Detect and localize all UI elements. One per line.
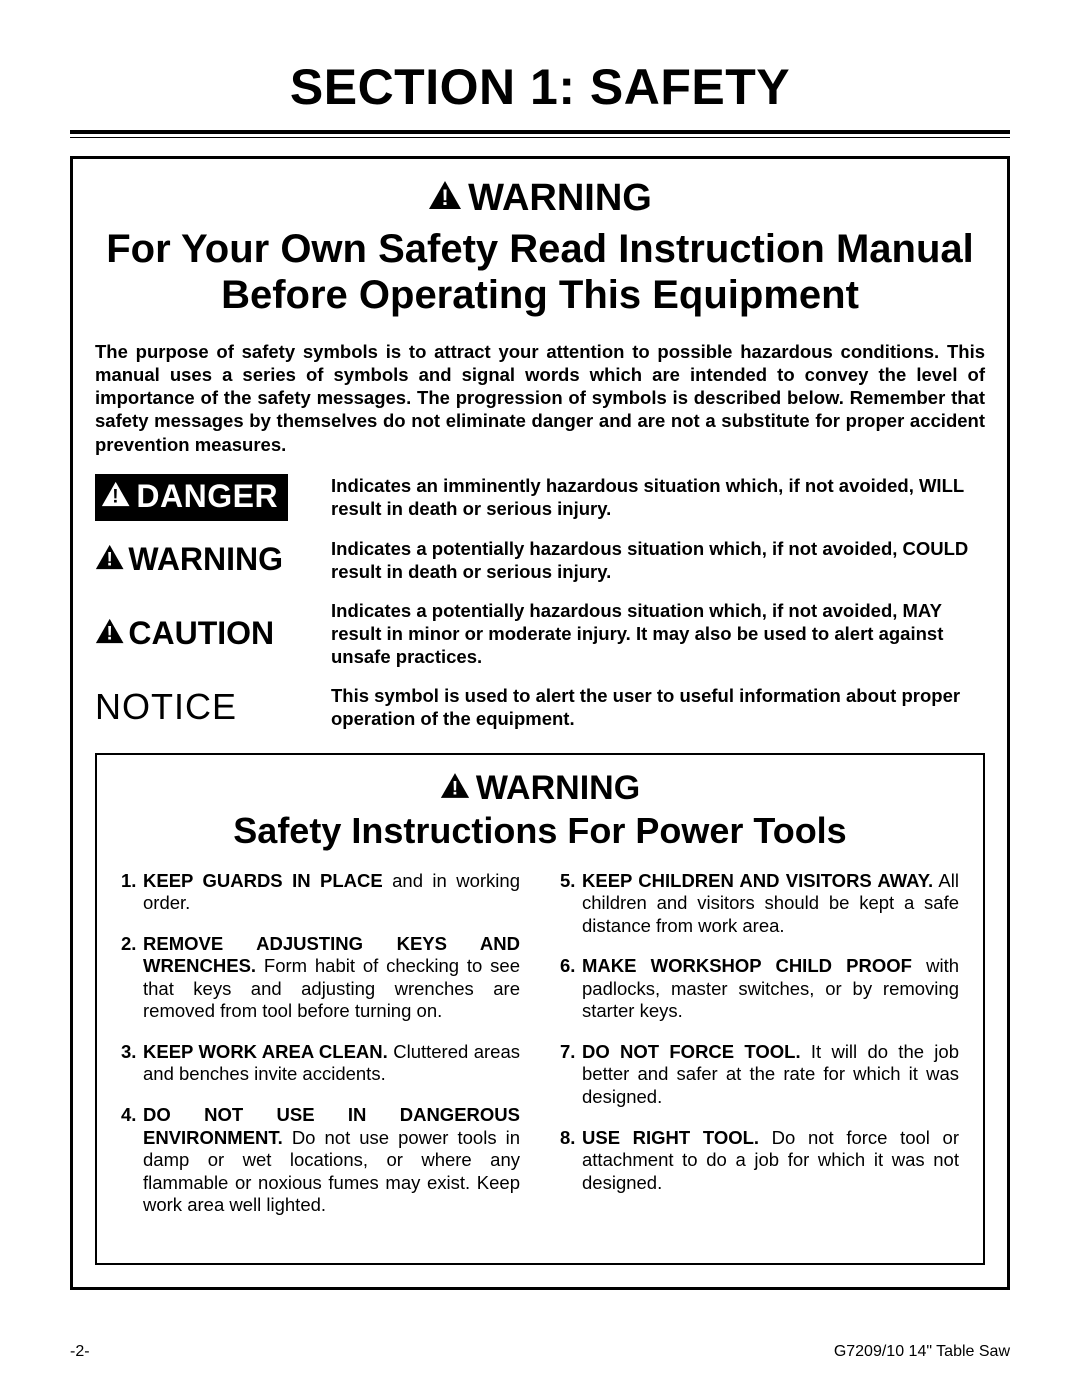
item-number: 8.	[560, 1127, 582, 1195]
warning-heading: ! WARNING	[121, 769, 959, 808]
warning-triangle-icon: !	[95, 615, 124, 652]
definition-row: NOTICE This symbol is used to alert the u…	[95, 684, 985, 730]
instruction-item: 3.KEEP WORK AREA CLEAN. Cluttered areas …	[121, 1041, 520, 1086]
page-footer: -2- G7209/10 14" Table Saw	[70, 1343, 1010, 1361]
instruction-item: 4.DO NOT USE IN DANGEROUS ENVIRONMENT. D…	[121, 1104, 520, 1217]
instruction-item: 1.KEEP GUARDS IN PLACE and in working or…	[121, 870, 520, 915]
definition-label: ! DANGER	[95, 474, 313, 521]
svg-text:!: !	[107, 550, 113, 570]
warning-triangle-icon: !	[101, 478, 130, 515]
instruction-item: 8.USE RIGHT TOOL. Do not force tool or a…	[560, 1127, 959, 1195]
section-title: SECTION 1: SAFETY	[70, 58, 1010, 116]
warning-heading: ! WARNING	[95, 177, 985, 220]
definition-description: This symbol is used to alert the user to…	[331, 684, 985, 730]
item-number: 3.	[121, 1041, 143, 1086]
definition-label: !CAUTION	[95, 615, 313, 652]
item-number: 4.	[121, 1104, 143, 1217]
definition-label: !WARNING	[95, 541, 313, 578]
warning-label: WARNING	[468, 177, 652, 220]
instruction-item: 5.KEEP CHILDREN AND VISITORS AWAY. All c…	[560, 870, 959, 938]
svg-text:!: !	[112, 486, 119, 506]
item-body: MAKE WORKSHOP CHILD PROOF with padlocks,…	[582, 955, 959, 1023]
item-body: KEEP WORK AREA CLEAN. Cluttered areas an…	[143, 1041, 520, 1086]
definition-description: Indicates a potentially hazardous situat…	[331, 537, 985, 583]
symbol-definitions: ! DANGER Indicates an imminently hazardous…	[95, 474, 985, 731]
page-number: -2-	[70, 1343, 90, 1361]
instruction-item: 7.DO NOT FORCE TOOL. It will do the job …	[560, 1041, 959, 1109]
definition-row: ! DANGER Indicates an imminently hazardous…	[95, 474, 985, 521]
definition-description: Indicates a potentially hazardous situat…	[331, 599, 985, 668]
item-body: KEEP CHILDREN AND VISITORS AWAY. All chi…	[582, 870, 959, 938]
warning-triangle-icon: !	[95, 541, 124, 578]
instructions-col-right: 5.KEEP CHILDREN AND VISITORS AWAY. All c…	[560, 870, 959, 1235]
definition-row: !CAUTION Indicates a potentially hazardou…	[95, 599, 985, 668]
instructions-col-left: 1.KEEP GUARDS IN PLACE and in working or…	[121, 870, 520, 1235]
rule-thin	[70, 137, 1010, 138]
item-number: 1.	[121, 870, 143, 915]
safety-headline: For Your Own Safety Read Instruction Man…	[95, 226, 985, 318]
danger-badge: ! DANGER	[95, 474, 288, 521]
instructions-box: ! WARNING Safety Instructions For Power …	[95, 753, 985, 1265]
safety-outer-box: ! WARNING For Your Own Safety Read Instr…	[70, 156, 1010, 1290]
instructions-columns: 1.KEEP GUARDS IN PLACE and in working or…	[121, 870, 959, 1235]
item-number: 6.	[560, 955, 582, 1023]
instructions-title: Safety Instructions For Power Tools	[121, 810, 959, 852]
item-body: USE RIGHT TOOL. Do not force tool or att…	[582, 1127, 959, 1195]
definition-description: Indicates an imminently hazardous situat…	[331, 474, 985, 520]
item-body: KEEP GUARDS IN PLACE and in working orde…	[143, 870, 520, 915]
manual-page: SECTION 1: SAFETY ! WARNING For Your Own…	[0, 0, 1080, 1397]
definition-row: !WARNING Indicates a potentially hazardou…	[95, 537, 985, 583]
item-number: 5.	[560, 870, 582, 938]
label-text: DANGER	[136, 478, 278, 515]
label-text: !WARNING	[95, 541, 283, 578]
definition-label: NOTICE	[95, 686, 313, 728]
warning-label: WARNING	[476, 769, 640, 808]
instruction-item: 2.REMOVE ADJUSTING KEYS AND WRENCHES. Fo…	[121, 933, 520, 1023]
item-body: DO NOT USE IN DANGEROUS ENVIRONMENT. Do …	[143, 1104, 520, 1217]
label-text: !CAUTION	[95, 615, 274, 652]
svg-text:!: !	[442, 185, 449, 210]
intro-paragraph: The purpose of safety symbols is to attr…	[95, 340, 985, 456]
warning-triangle-icon: !	[428, 177, 462, 220]
rule-thick	[70, 130, 1010, 134]
label-text: NOTICE	[95, 686, 237, 728]
warning-triangle-icon: !	[440, 769, 470, 808]
instruction-item: 6.MAKE WORKSHOP CHILD PROOF with padlock…	[560, 955, 959, 1023]
svg-text:!: !	[107, 624, 113, 644]
item-body: REMOVE ADJUSTING KEYS AND WRENCHES. Form…	[143, 933, 520, 1023]
item-body: DO NOT FORCE TOOL. It will do the job be…	[582, 1041, 959, 1109]
item-number: 2.	[121, 933, 143, 1023]
svg-text:!: !	[452, 777, 458, 799]
product-name: G7209/10 14" Table Saw	[834, 1343, 1010, 1361]
item-number: 7.	[560, 1041, 582, 1109]
